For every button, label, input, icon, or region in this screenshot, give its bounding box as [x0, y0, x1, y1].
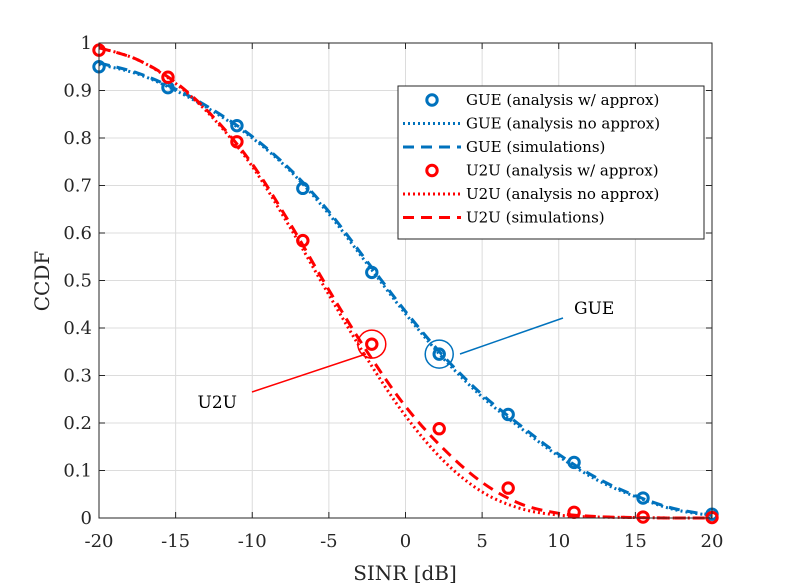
legend-label: GUE (analysis no approx): [466, 115, 660, 133]
data-point-0: [432, 347, 446, 361]
data-point-0: [636, 491, 650, 505]
legend-marker: [425, 93, 439, 107]
data-point-3: [501, 481, 515, 495]
y-tick-label: 0.8: [63, 128, 92, 149]
data-point-3: [161, 70, 175, 84]
series-line-1: [98, 62, 713, 518]
x-tick-label: 15: [624, 531, 647, 552]
x-tick-label: 10: [547, 531, 570, 552]
x-tick-label: -20: [85, 531, 114, 552]
data-point-0: [365, 265, 379, 280]
data-point-3: [296, 233, 310, 248]
tick-layer: -20 -15 -10 -5 0 5 10 15 20 0 0.1 0.2 0.3 0.4 0.5 0.6 0.…: [63, 33, 723, 552]
legend-label: GUE (analysis w/ approx): [466, 91, 659, 109]
data-point-3: [230, 135, 244, 149]
data-point-0: [501, 407, 515, 422]
data-point-0: [230, 118, 244, 133]
x-tick-label: 20: [701, 531, 724, 552]
y-tick-label: 0.6: [63, 223, 92, 244]
y-tick-label: 0.9: [63, 81, 92, 102]
y-tick-label: 0: [81, 508, 92, 529]
series-line-5: [98, 46, 713, 520]
series-layer: [92, 43, 719, 525]
y-axis-label: CCDF: [30, 251, 54, 312]
annotation-label: U2U: [198, 393, 237, 413]
x-tick-label: 5: [476, 531, 487, 552]
y-tick-label: 0.4: [63, 318, 92, 339]
data-point-0: [567, 455, 581, 470]
annotation-label: GUE: [574, 299, 614, 319]
legend-label: U2U (analysis no approx): [466, 185, 659, 203]
x-axis-label: SINR [dB]: [353, 561, 457, 585]
annotation-leader-line: [459, 317, 564, 355]
data-point-3: [365, 337, 379, 351]
legend-box: [397, 85, 705, 240]
legend: GUE (analysis w/ approx) GUE (analysis no…: [397, 85, 705, 240]
annotation-circle: [357, 329, 387, 359]
y-tick-label: 0.7: [63, 176, 92, 197]
y-tick-label: 0.5: [63, 271, 92, 292]
annotation-layer: GUE U2U: [198, 299, 615, 413]
y-tick-label: 0.1: [63, 461, 92, 482]
y-tick-label: 1: [81, 33, 92, 54]
data-point-0: [296, 181, 310, 196]
legend-marker: [425, 163, 439, 178]
y-tick-label: 0.2: [63, 413, 92, 434]
annotation-leader-line: [251, 353, 367, 393]
x-tick-label: -10: [238, 531, 267, 552]
legend-label: U2U (simulations): [466, 209, 605, 227]
x-tick-label: 0: [400, 531, 411, 552]
series-line-2: [98, 61, 713, 517]
x-tick-label: -5: [320, 531, 338, 552]
annotation-circle: [424, 339, 454, 369]
data-point-3: [432, 422, 446, 436]
legend-label: U2U (analysis w/ approx): [466, 162, 659, 180]
data-point-3: [636, 510, 650, 524]
y-tick-label: 0.3: [63, 366, 92, 387]
x-tick-label: -15: [161, 531, 190, 552]
legend-label: GUE (simulations): [466, 138, 605, 156]
